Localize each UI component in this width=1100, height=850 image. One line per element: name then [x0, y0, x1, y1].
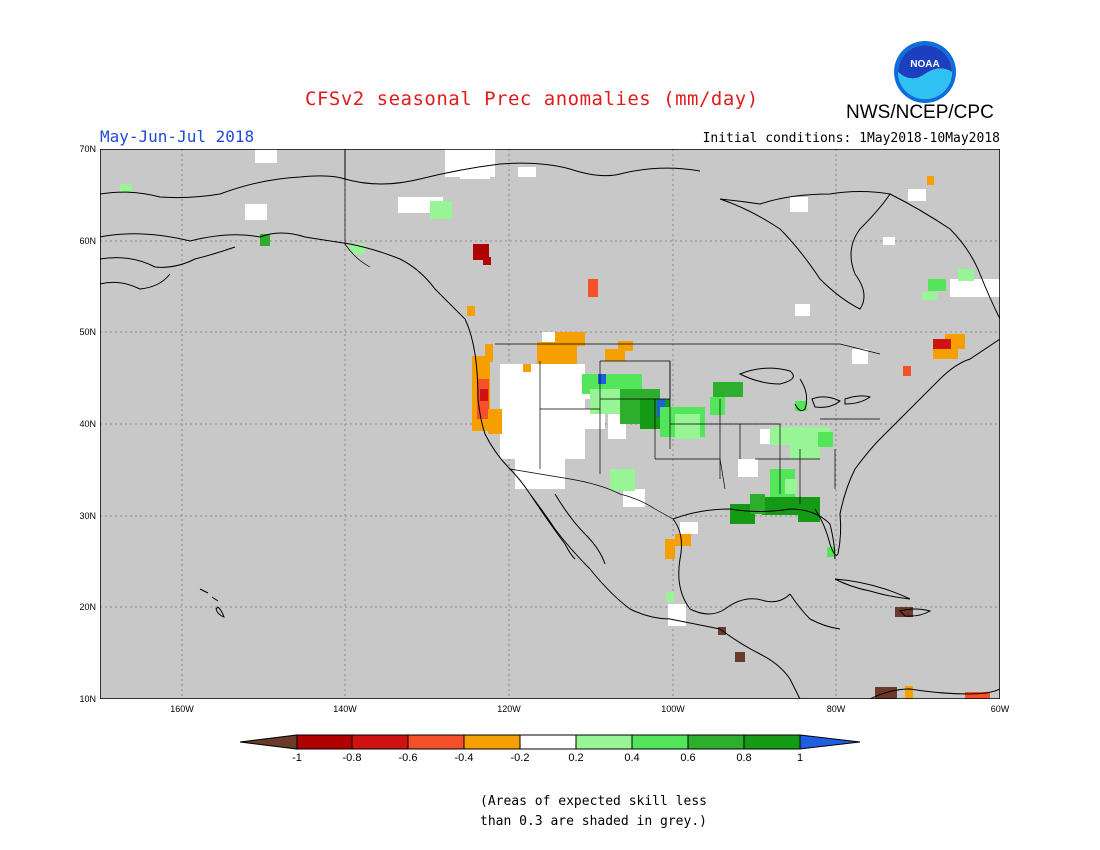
colorbar-segment — [687, 734, 745, 750]
colorbar-segment — [743, 734, 801, 750]
skill-note: (Areas of expected skill less than 0.3 a… — [480, 792, 707, 832]
initial-conditions: Initial conditions: 1May2018-10May2018 — [702, 131, 1000, 146]
lat-label-40n: 40N — [79, 419, 96, 429]
political-borders — [344, 179, 881, 520]
colorbar-label: 0.2 — [568, 752, 584, 764]
colorbar-segment — [240, 734, 298, 750]
colorbar-segment — [575, 734, 633, 750]
colorbar-label: 0.4 — [624, 752, 640, 764]
colorbar — [240, 734, 861, 750]
coastlines — [100, 149, 1000, 699]
colorbar-segment — [631, 734, 689, 750]
noaa-logo: NOAA — [894, 41, 956, 103]
colorbar-label: 1 — [796, 752, 804, 764]
colorbar-segment — [351, 734, 409, 750]
lon-label-100w: 100W — [661, 704, 685, 714]
lon-label-80w: 80W — [826, 704, 846, 714]
lon-label-140w: 140W — [333, 704, 357, 714]
colorbar-label: -0.8 — [342, 752, 362, 764]
lat-label-60n: 60N — [79, 236, 96, 246]
colorbar-segment — [799, 734, 861, 750]
colorbar-label: 0.8 — [736, 752, 752, 764]
colorbar-label: -0.4 — [454, 752, 474, 764]
lon-label-160w: 160W — [170, 704, 194, 714]
lon-label-60w: 60W — [990, 704, 1010, 714]
colorbar-label: 0.6 — [680, 752, 696, 764]
colorbar-label: -0.2 — [510, 752, 530, 764]
lat-label-70n: 70N — [79, 144, 96, 154]
agency-label: NWS/NCEP/CPC — [846, 102, 994, 123]
skill-note-line2: than 0.3 are shaded in grey.) — [480, 814, 707, 829]
logo-text: NOAA — [910, 59, 939, 70]
colorbar-segment — [296, 734, 353, 750]
colorbar-label: -0.6 — [398, 752, 418, 764]
lat-label-10n: 10N — [79, 694, 96, 704]
forecast-period: May-Jun-Jul 2018 — [100, 127, 255, 146]
colorbar-segment — [463, 734, 521, 750]
colorbar-segment — [519, 734, 577, 750]
colorbar-label: -1 — [292, 752, 302, 764]
lon-label-120w: 120W — [497, 704, 521, 714]
map-title: CFSv2 seasonal Prec anomalies (mm/day) — [305, 88, 759, 110]
lat-label-20n: 20N — [79, 602, 96, 612]
anomaly-cells — [120, 176, 990, 699]
lat-label-50n: 50N — [79, 327, 96, 337]
colorbar-segment — [407, 734, 465, 750]
skill-note-line1: (Areas of expected skill less — [480, 794, 707, 809]
precipitation-anomaly-map — [100, 149, 1000, 699]
lat-label-30n: 30N — [79, 511, 96, 521]
